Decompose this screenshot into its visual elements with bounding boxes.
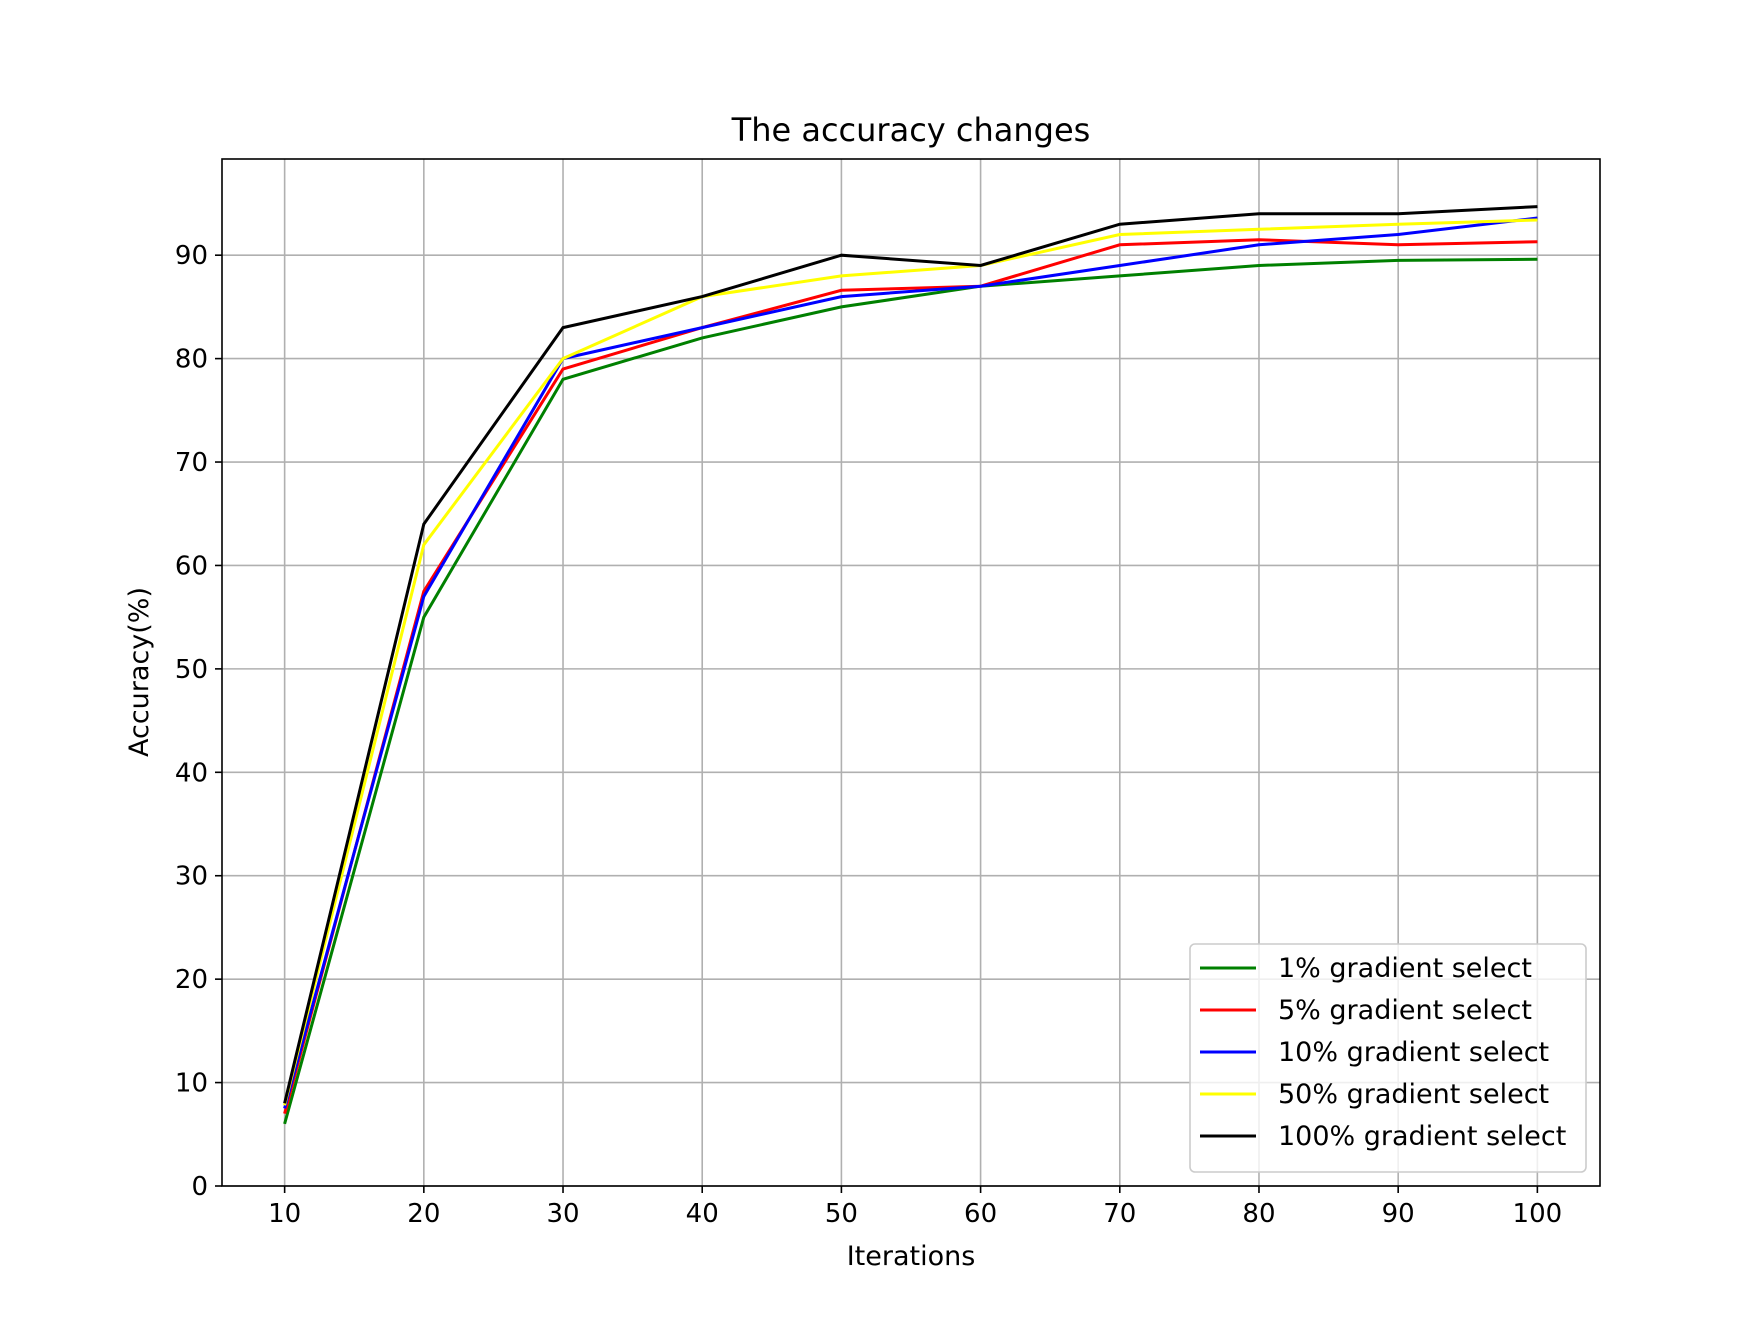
- legend-label: 1% gradient select: [1278, 953, 1532, 984]
- x-tick-label: 70: [1103, 1199, 1136, 1229]
- legend-label: 10% gradient select: [1278, 1037, 1549, 1068]
- x-tick-label: 80: [1242, 1199, 1275, 1229]
- x-tick-label: 100: [1513, 1199, 1563, 1229]
- y-tick-label: 30: [175, 862, 208, 892]
- x-axis-label: Iterations: [847, 1241, 976, 1272]
- x-tick-label: 90: [1382, 1199, 1415, 1229]
- x-tick-label: 10: [268, 1199, 301, 1229]
- series-line-1: [283, 257, 1538, 1125]
- series-lines: [283, 205, 1538, 1125]
- y-tick-label: 60: [175, 551, 208, 581]
- y-tick-label: 70: [175, 448, 208, 478]
- series-line-5: [283, 205, 1538, 1104]
- legend-label: 100% gradient select: [1278, 1121, 1566, 1152]
- x-tick-label: 30: [546, 1199, 579, 1229]
- x-tick-label: 20: [407, 1199, 440, 1229]
- y-tick-label: 90: [175, 241, 208, 271]
- legend-label: 50% gradient select: [1278, 1079, 1549, 1110]
- axis-ticks: 10 20 30 40 50 60 70 80 90 100 0 10 20 30 40 50 60 70 80 90: [175, 241, 1562, 1229]
- x-tick-label: 60: [964, 1199, 997, 1229]
- series-line-4: [283, 218, 1538, 1106]
- y-tick-label: 10: [175, 1069, 208, 1099]
- x-tick-label: 40: [686, 1199, 719, 1229]
- legend: 1% gradient select 5% gradient select 10% …: [1189, 943, 1587, 1173]
- y-tick-label: 50: [175, 655, 208, 685]
- y-tick-label: 20: [175, 965, 208, 995]
- y-axis-label: Accuracy(%): [124, 587, 155, 757]
- plot-area-frame: [221, 158, 1601, 1187]
- legend-box: [1189, 943, 1587, 1173]
- legend-label: 5% gradient select: [1278, 995, 1532, 1026]
- x-tick-label: 50: [825, 1199, 858, 1229]
- chart-title: The accuracy changes: [731, 111, 1091, 149]
- y-tick-label: 0: [191, 1172, 208, 1202]
- series-line-3: [283, 216, 1538, 1109]
- y-tick-label: 80: [175, 345, 208, 375]
- y-tick-label: 40: [175, 758, 208, 788]
